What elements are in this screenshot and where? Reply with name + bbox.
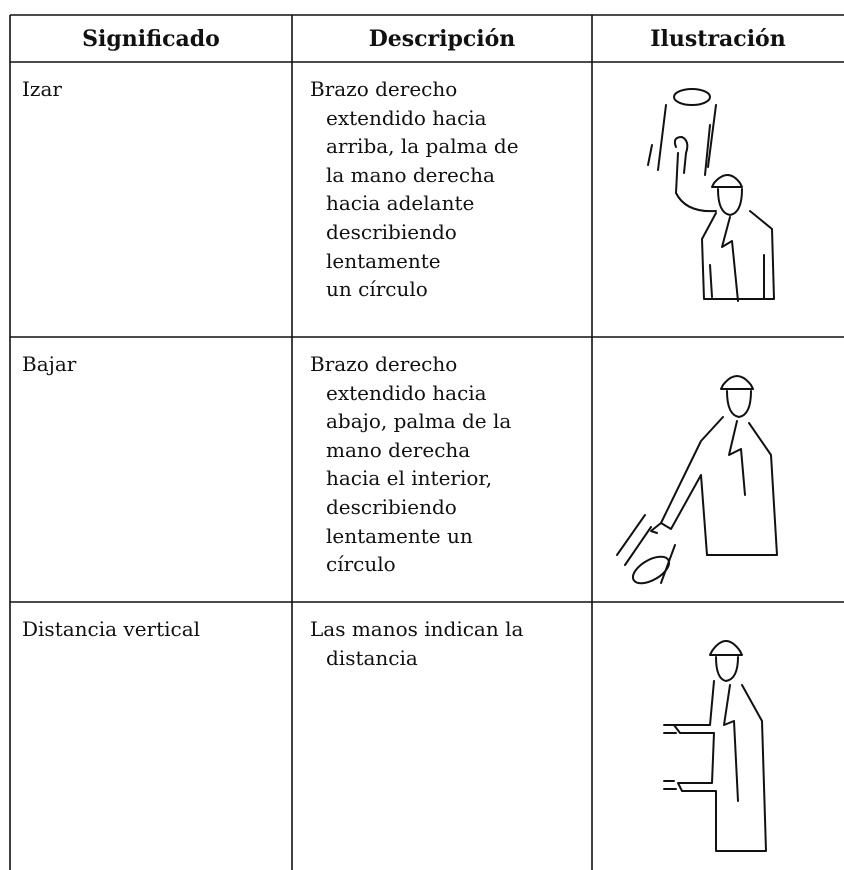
description-line: hacia el interior, [326, 466, 493, 491]
description-line: Brazo derecho [310, 77, 458, 101]
description: Las manos indican la distancia [310, 615, 523, 672]
description-line: lentamente un [326, 523, 473, 548]
description: Brazo derecho extendido hacia abajo, palma… [310, 350, 511, 579]
description: Brazo derecho extendido hacia arriba, la p… [310, 75, 519, 304]
header-cell: Ilustración [650, 26, 786, 52]
illustration-raise [647, 88, 775, 302]
header-cell: Descripción [368, 26, 516, 52]
meaning: Bajar [22, 352, 77, 376]
description-line: describiendo [326, 219, 457, 244]
description-line: la mano derecha [326, 162, 495, 187]
description-line: distancia [326, 645, 418, 670]
description-line: describiendo [326, 494, 457, 519]
description-line: lentamente [326, 248, 441, 273]
description-line: mano derecha [326, 437, 471, 462]
header-cell: Significado [82, 26, 220, 52]
illustration-distance [663, 640, 767, 852]
meaning: Distancia vertical [22, 617, 201, 641]
description-line: extendido hacia [326, 380, 487, 405]
description-line: Brazo derecho [310, 352, 458, 376]
meaning: Izar [22, 77, 62, 101]
description-line: un círculo [326, 277, 428, 302]
illustration-lower [616, 375, 778, 585]
description-line: extendido hacia [326, 105, 487, 130]
description-line: hacia adelante [326, 191, 475, 216]
description-line: arriba, la palma de [326, 134, 519, 159]
description-line: círculo [326, 552, 396, 577]
description-line: Las manos indican la [310, 617, 524, 641]
description-line: abajo, palma de la [326, 409, 512, 434]
